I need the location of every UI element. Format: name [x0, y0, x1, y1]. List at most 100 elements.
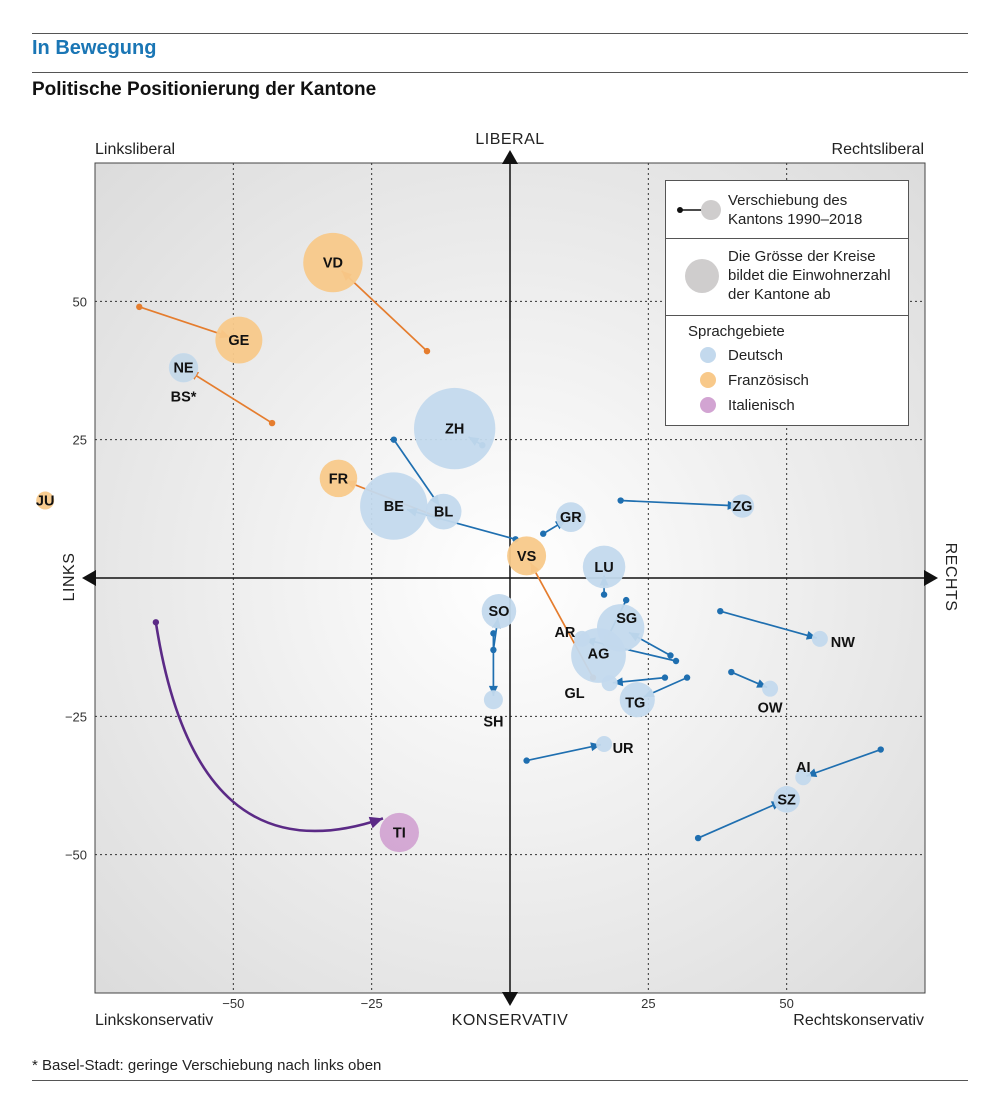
x-tick-label: 50	[779, 996, 793, 1011]
canton-bubble-gl	[601, 675, 618, 692]
canton-bubble-so	[481, 593, 517, 629]
arrowhead-right	[924, 570, 938, 586]
y-tick-label: −25	[65, 709, 87, 724]
canton-bubble-bl	[425, 493, 462, 530]
canton-bubble-ur	[596, 736, 613, 752]
canton-bubble-nw	[811, 630, 828, 647]
canton-label: BE	[384, 499, 404, 515]
canton-label: UR	[613, 741, 634, 757]
shift-line	[393, 439, 441, 507]
canton-label: SH	[483, 715, 503, 731]
canton-bubbles	[36, 232, 828, 853]
shift-line	[526, 743, 602, 762]
shift-line	[697, 800, 783, 839]
legend-divider	[666, 315, 908, 316]
canton-bubble-gr	[556, 502, 586, 532]
axis-label-rechts: RECHTS	[942, 542, 959, 612]
legend-box: Verschiebung des Kantons 1990–2018 Die G…	[665, 180, 909, 426]
x-tick-label: −25	[361, 996, 383, 1011]
canton-bubble-ow	[762, 680, 779, 697]
canton-label: SZ	[777, 792, 796, 808]
canton-bubble-lu	[582, 545, 626, 589]
canton-label: VD	[323, 256, 343, 272]
canton-label: AI	[796, 760, 811, 776]
legend-size-line2: bildet die Einwohnerzahl	[728, 267, 891, 284]
kicker-title: In Bewegung	[32, 37, 157, 59]
size-legend-icon	[685, 259, 719, 293]
shift-arrowhead	[368, 816, 383, 829]
canton-bubble-zg	[730, 494, 755, 518]
shift-line	[138, 306, 231, 338]
shift-legend-icon	[677, 200, 721, 220]
shift-start-dot	[136, 303, 143, 311]
canton-bubble-zh	[414, 387, 496, 470]
canton-label: LU	[594, 560, 613, 576]
canton-bubble-ju	[36, 491, 55, 510]
canton-label: GL	[565, 686, 585, 702]
shift-line	[805, 748, 882, 777]
canton-bubble-sh	[483, 690, 503, 710]
canton-label: ZG	[732, 499, 752, 515]
canton-bubble-ti	[379, 812, 419, 853]
canton-bubble-be	[360, 472, 428, 540]
canton-label: SO	[488, 604, 509, 620]
x-tick-label: −50	[222, 996, 244, 1011]
legend-divider	[666, 238, 908, 239]
canton-label: AR	[554, 625, 575, 641]
shift-line	[341, 270, 428, 352]
canton-labels: VD GE NE BS* ZH FR JU BE BL GR ZG VS LU SO AG AR SG GL TG S…	[36, 256, 855, 842]
chart-title: Politische Positionierung der Kantone	[32, 79, 377, 100]
legend-language-italienisch: Italienisch	[728, 397, 795, 414]
canton-bubble-tg	[619, 682, 655, 718]
tick-labels: −50 −25 25 50 50 25 −25 −50	[65, 294, 794, 1011]
canton-label: GE	[228, 333, 249, 349]
corner-label-top-right: Rechtsliberal	[831, 141, 924, 158]
canton-bubble-ar	[573, 630, 590, 647]
corner-label-bottom-right: Rechtskonservativ	[793, 1012, 924, 1029]
legend-language-franzoesisch: Französisch	[728, 372, 809, 389]
corner-label-bottom-left: Linkskonservativ	[95, 1012, 214, 1029]
canton-label: NW	[831, 635, 855, 651]
legend-size-line1: Die Grösse der Kreise	[728, 248, 876, 265]
axis-label-konservativ: KONSERVATIV	[451, 1012, 569, 1029]
y-tick-label: 25	[73, 433, 87, 448]
footnote: * Basel-Stadt: geringe Verschiebung nach…	[32, 1057, 382, 1074]
canton-label: ZH	[445, 422, 464, 438]
x-tick-label: 25	[641, 996, 655, 1011]
title-rule	[32, 72, 968, 73]
shift-line	[620, 499, 738, 507]
axis-label-links: LINKS	[61, 552, 78, 602]
legend-dot-franzoesisch	[700, 372, 716, 388]
canton-label: FR	[329, 471, 349, 487]
bottom-rule	[32, 1080, 968, 1081]
arrowhead-left	[82, 570, 96, 586]
shift-line	[187, 369, 273, 424]
arrowhead-up	[502, 150, 518, 164]
canton-label: OW	[758, 701, 783, 717]
legend-size-line3: der Kantone ab	[728, 286, 831, 303]
shift-arrowhead	[612, 677, 624, 687]
y-tick-label: −50	[65, 848, 87, 863]
legend-shift-line1: Verschiebung des	[728, 192, 848, 209]
canton-label: JU	[36, 494, 55, 510]
center-axes	[82, 150, 938, 1006]
axis-label-liberal: LIBERAL	[475, 131, 545, 148]
canton-bubble-ge	[215, 316, 263, 364]
legend-dot-deutsch	[700, 347, 716, 363]
legend-languages-title: Sprachgebiete	[688, 323, 785, 340]
y-tick-label: 50	[73, 294, 87, 309]
canton-label: TG	[625, 696, 645, 712]
canton-bubble-sz	[773, 786, 800, 813]
canton-label: NE	[173, 361, 193, 377]
legend-shift-line2: Kantons 1990–2018	[728, 211, 863, 228]
legend-dot-italienisch	[700, 397, 716, 413]
canton-label: AG	[588, 646, 610, 662]
canton-bubble-bs	[168, 353, 199, 383]
canton-label: GR	[560, 510, 582, 526]
top-rule	[32, 33, 968, 34]
canton-bubble-vd	[303, 232, 363, 293]
canton-bubble-fr	[319, 459, 358, 498]
arrowhead-down	[502, 992, 518, 1006]
canton-bubble-vs	[507, 536, 547, 576]
canton-label: TI	[393, 826, 406, 842]
